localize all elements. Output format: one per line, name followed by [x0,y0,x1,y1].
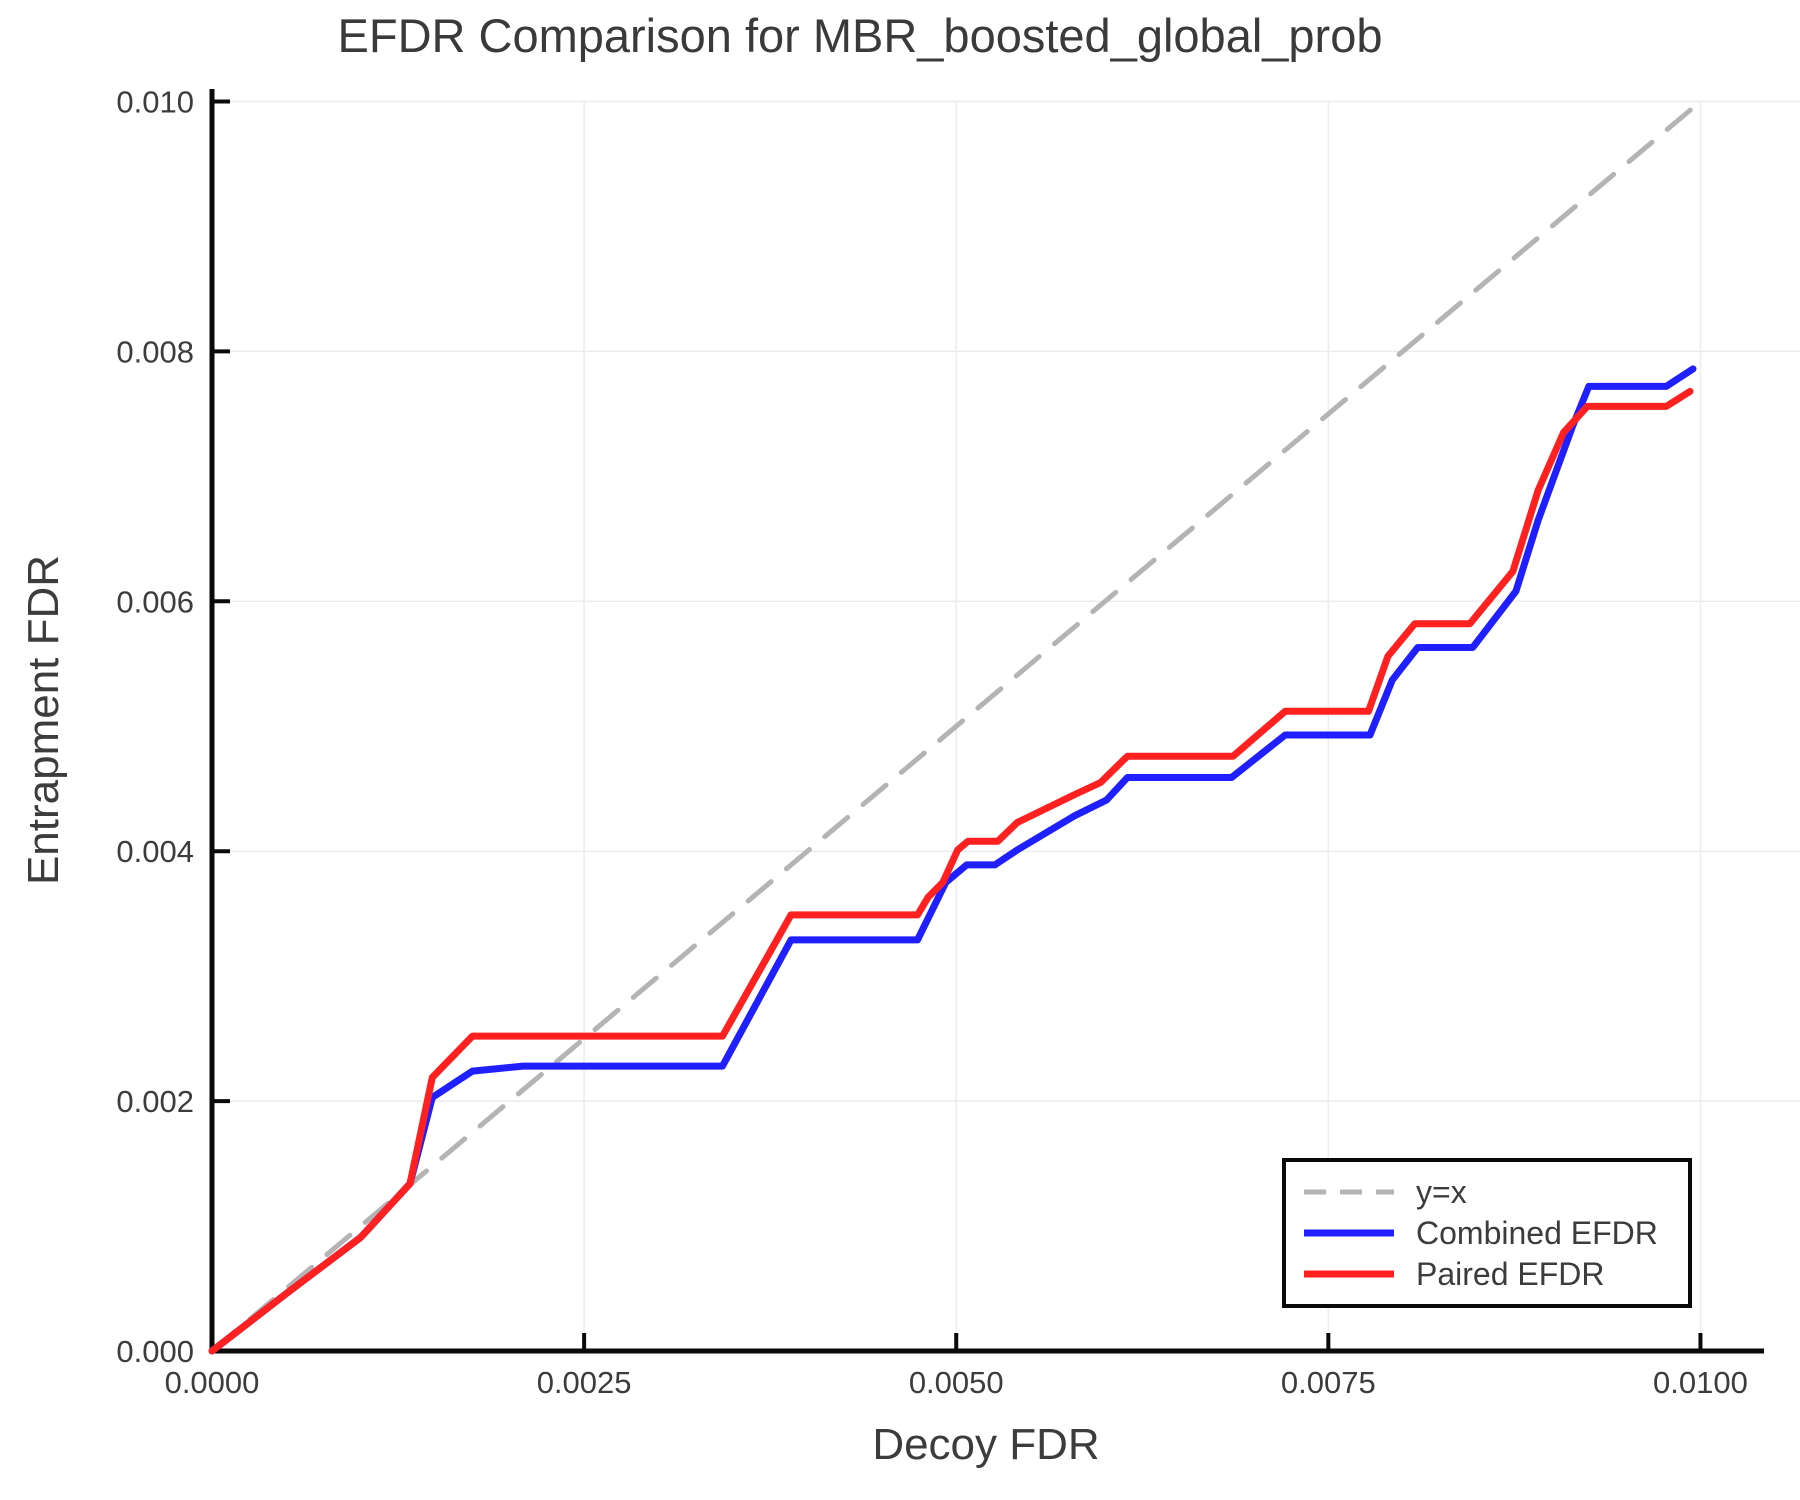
y-tick-label: 0.002 [116,1084,194,1119]
y-axis-label: Entrapment FDR [19,554,68,886]
legend-label: Combined EFDR [1416,1215,1658,1251]
series-line-paired-efdr [208,387,1694,1355]
series-line-combined-efdr [208,365,1697,1355]
legend-line-sample [1304,1270,1394,1278]
x-tick-label: 0.0100 [1653,1365,1748,1400]
legend-line-sample [1304,1189,1394,1195]
y-tick-label: 0.004 [116,834,194,869]
x-tick-label: 0.0000 [165,1365,260,1400]
x-axis-label: Decoy FDR [872,1420,1100,1469]
legend-label: y=x [1416,1174,1467,1210]
y-tick-label: 0.010 [116,84,194,119]
x-tick-label: 0.0075 [1281,1365,1376,1400]
legend-label: Paired EFDR [1416,1256,1605,1292]
legend-line-sample [1304,1229,1394,1237]
x-tick-label: 0.0050 [909,1365,1004,1400]
chart-title: EFDR Comparison for MBR_boosted_global_p… [337,9,1383,62]
y-tick-label: 0.006 [116,584,194,619]
legend-item: y=x [1302,1174,1688,1210]
y-tick-label: 0.000 [116,1334,194,1369]
x-tick-label: 0.0025 [537,1365,632,1400]
legend-item: Combined EFDR [1302,1215,1688,1251]
y-tick-label: 0.008 [116,334,194,369]
series-line-y-x [209,99,1703,1354]
legend-item: Paired EFDR [1302,1256,1688,1292]
legend: y=x Combined EFDR Paired EFDR [1282,1158,1692,1308]
